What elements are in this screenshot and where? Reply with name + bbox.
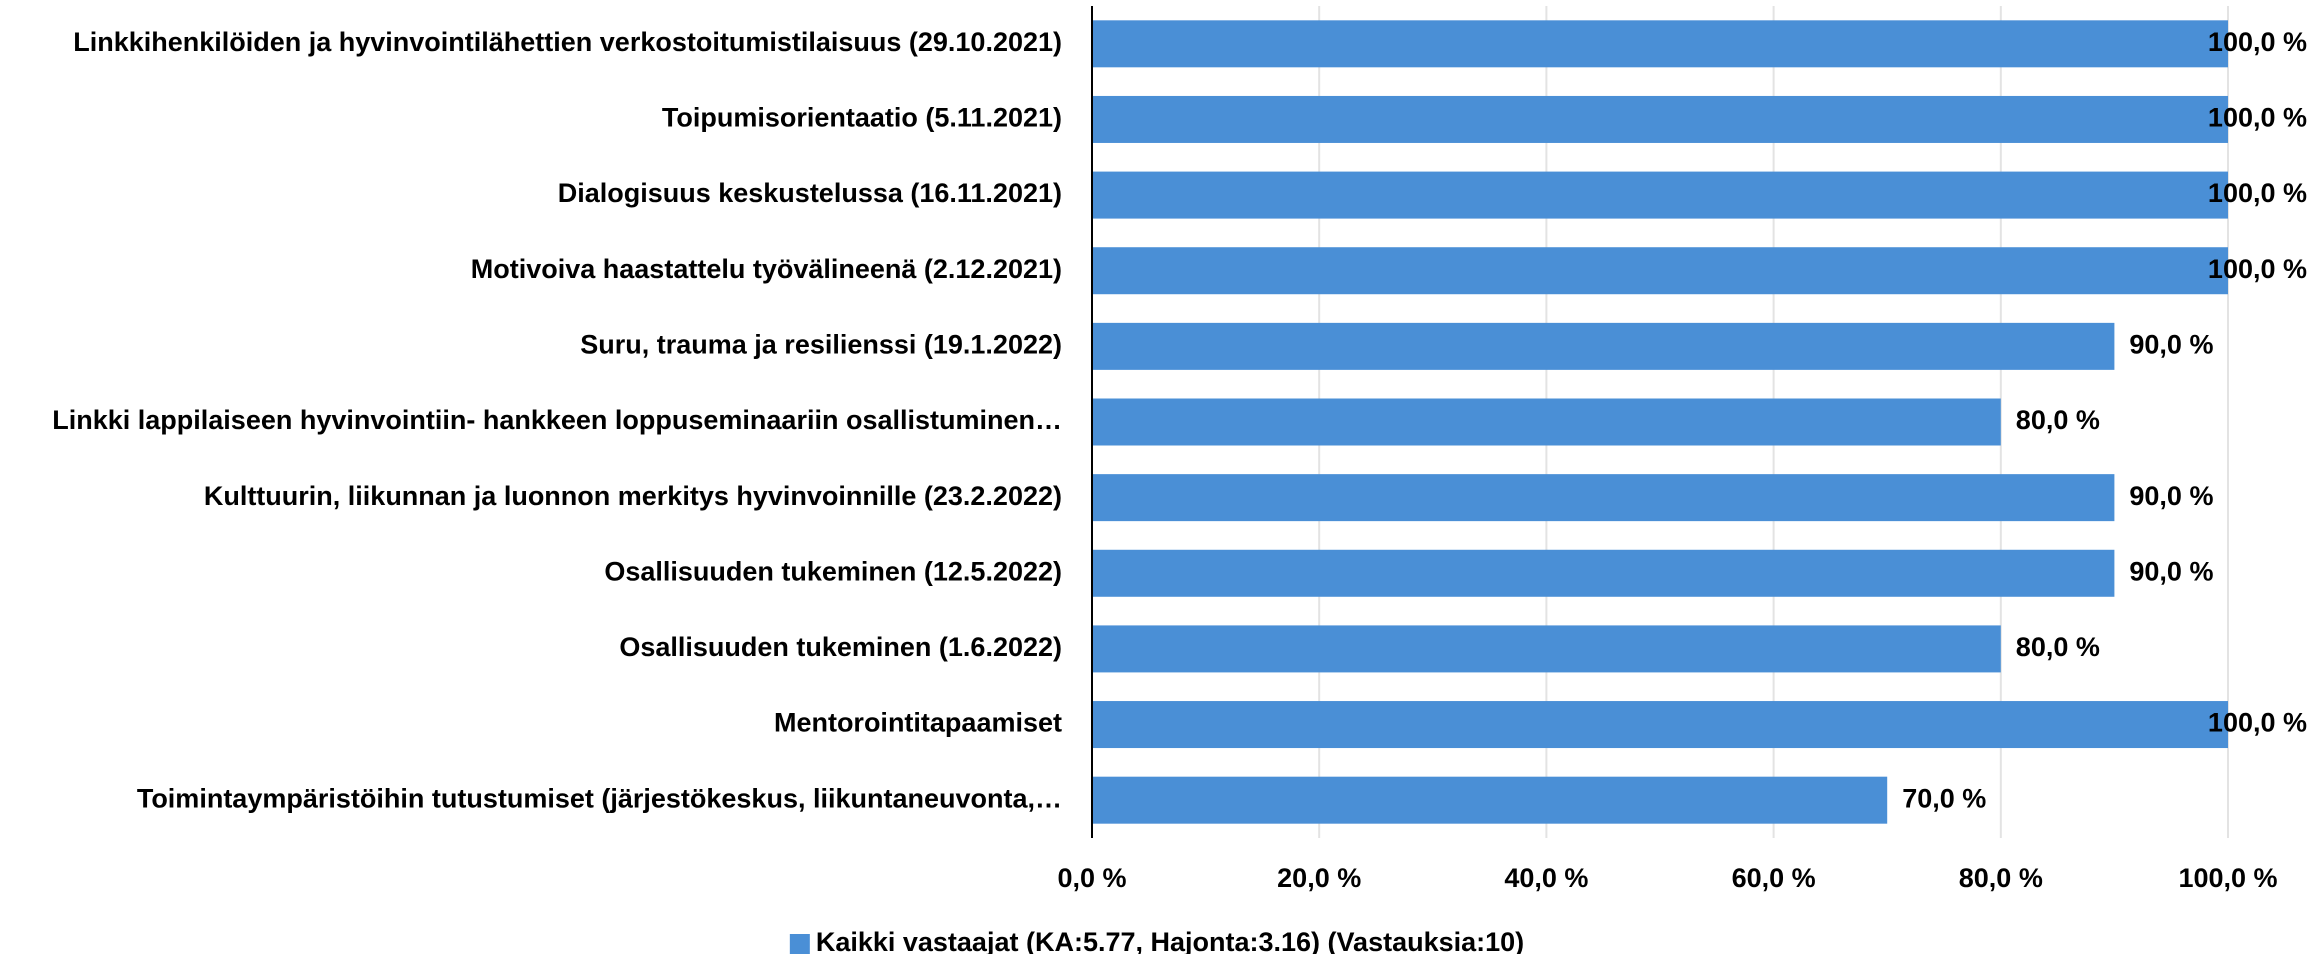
- data-label: 100,0 %: [2208, 103, 2307, 133]
- bar: [1092, 625, 2001, 673]
- x-tick-label: 60,0 %: [1732, 863, 1816, 893]
- y-tick-label: Linkki lappilaiseen hyvinvointiin- hankk…: [52, 405, 1062, 435]
- bar: [1092, 549, 2115, 597]
- bar: [1092, 95, 2228, 143]
- data-label: 100,0 %: [2208, 254, 2307, 284]
- bar: [1092, 322, 2115, 370]
- y-tick-label: Mentorointitapaamiset: [774, 708, 1062, 738]
- data-label: 80,0 %: [2016, 405, 2100, 435]
- y-tick-label: Linkkihenkilöiden ja hyvinvointilähettie…: [73, 27, 1062, 57]
- bar: [1092, 247, 2228, 295]
- x-tick-label: 40,0 %: [1504, 863, 1588, 893]
- y-tick-label: Suru, trauma ja resilienssi (19.1.2022): [580, 329, 1062, 359]
- x-tick-label: 20,0 %: [1277, 863, 1361, 893]
- bar: [1092, 171, 2228, 219]
- data-label: 80,0 %: [2016, 632, 2100, 662]
- bar: [1092, 776, 1888, 824]
- y-tick-label: Osallisuuden tukeminen (12.5.2022): [604, 556, 1062, 586]
- y-tick-label: Toimintaympäristöihin tutustumiset (järj…: [137, 783, 1062, 813]
- bar: [1092, 20, 2228, 68]
- y-tick-label: Osallisuuden tukeminen (1.6.2022): [619, 632, 1062, 662]
- bar: [1092, 701, 2228, 749]
- data-label: 90,0 %: [2129, 481, 2213, 511]
- x-tick-label: 0,0 %: [1057, 863, 1126, 893]
- y-tick-label: Motivoiva haastattelu työvälineenä (2.12…: [471, 254, 1062, 284]
- data-label: 100,0 %: [2208, 27, 2307, 57]
- legend-swatch: [789, 934, 810, 954]
- data-label: 90,0 %: [2129, 329, 2213, 359]
- x-tick-label: 80,0 %: [1959, 863, 2043, 893]
- data-label: 100,0 %: [2208, 178, 2307, 208]
- data-label: 100,0 %: [2208, 708, 2307, 738]
- data-label: 70,0 %: [1902, 783, 1986, 813]
- x-tick-label: 100,0 %: [2178, 863, 2277, 893]
- bar: [1092, 398, 2001, 446]
- y-tick-label: Kulttuurin, liikunnan ja luonnon merkity…: [204, 481, 1062, 511]
- legend-label: Kaikki vastaajat (KA:5.77, Hajonta:3.16)…: [816, 927, 1524, 954]
- y-tick-label: Dialogisuus keskustelussa (16.11.2021): [558, 178, 1062, 208]
- y-tick-label: Toipumisorientaatio (5.11.2021): [662, 103, 1062, 133]
- bar: [1092, 474, 2115, 522]
- data-label: 90,0 %: [2129, 556, 2213, 586]
